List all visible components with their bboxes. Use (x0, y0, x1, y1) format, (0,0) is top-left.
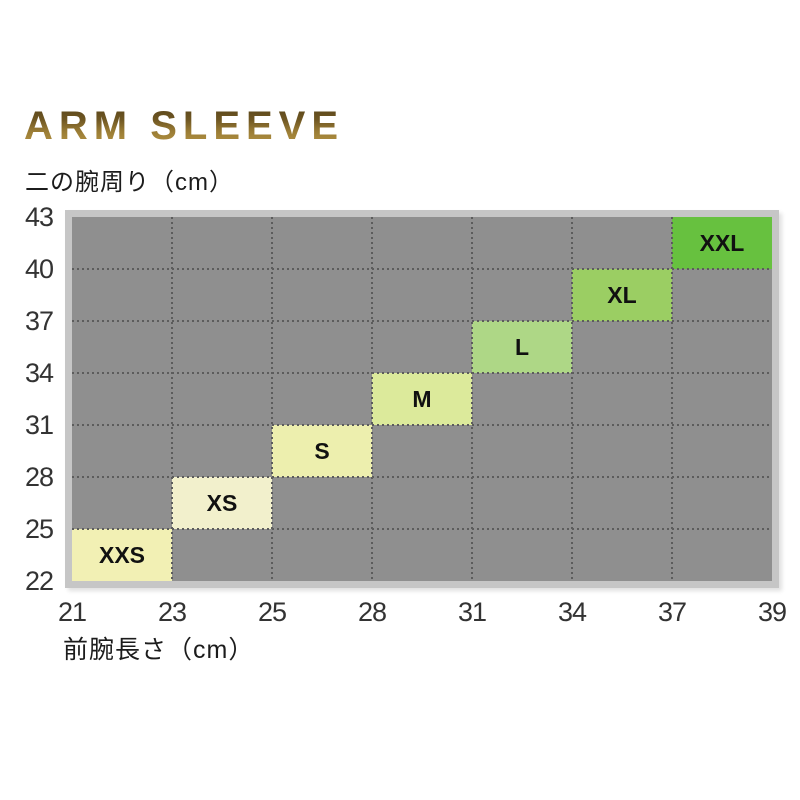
size-box-s: S (272, 425, 372, 477)
x-tick-label: 37 (657, 597, 687, 627)
y-axis-title: 二の腕周り（cm） (25, 169, 234, 196)
y-tick-label: 28 (24, 462, 54, 492)
size-box-label: XXL (699, 229, 745, 256)
size-box-xs: XS (172, 477, 272, 529)
y-tick-label: 22 (24, 566, 54, 596)
size-box-label: S (314, 437, 330, 464)
x-tick-label: 39 (757, 597, 787, 627)
x-axis-title: 前腕長さ（cm） (63, 636, 255, 664)
x-tick-label: 34 (557, 597, 587, 627)
size-box-label: XS (206, 489, 238, 516)
x-tick-label: 28 (357, 597, 387, 627)
page-title: ARM SLEEVE (24, 104, 345, 148)
y-tick-label: 37 (24, 306, 54, 336)
x-tick-label: 31 (457, 597, 487, 627)
size-box-m: M (372, 373, 472, 425)
x-tick-label: 25 (257, 597, 287, 627)
plot-area: XXS XS S M L XL XXL (72, 217, 772, 581)
size-box-label: L (514, 333, 530, 360)
y-tick-label: 31 (24, 410, 54, 440)
size-chart: XXS XS S M L XL XXL (65, 210, 779, 588)
size-box-xxl: XXL (672, 217, 772, 269)
size-box-label: XXS (98, 541, 146, 568)
x-tick-label: 21 (57, 597, 87, 627)
size-box-xl: XL (572, 269, 672, 321)
y-tick-label: 40 (24, 254, 54, 284)
size-box-l: L (472, 321, 572, 373)
size-box-xxs: XXS (72, 529, 172, 581)
y-tick-label: 43 (24, 202, 54, 232)
x-tick-label: 23 (157, 597, 187, 627)
y-tick-label: 25 (24, 514, 54, 544)
size-box-label: M (412, 385, 432, 412)
size-box-label: XL (607, 281, 637, 308)
y-tick-label: 34 (24, 358, 54, 388)
